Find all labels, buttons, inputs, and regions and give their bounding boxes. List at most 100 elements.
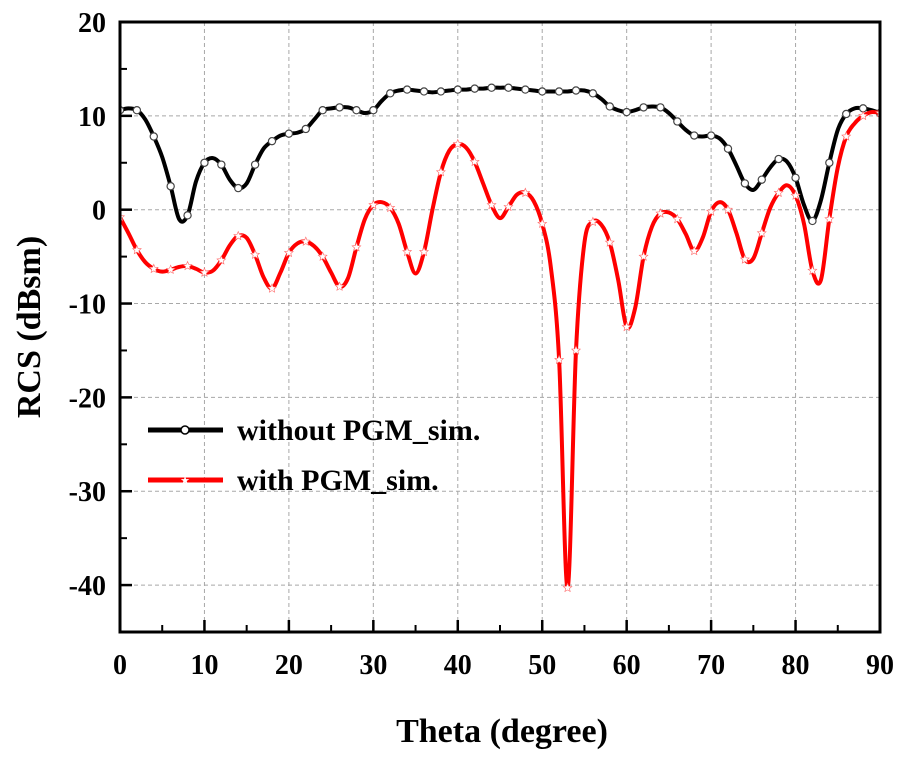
data-point <box>504 83 513 92</box>
data-point <box>470 84 479 93</box>
y-tick-label: -20 <box>69 383 106 414</box>
data-point <box>352 106 361 115</box>
data-point <box>435 166 446 177</box>
data-point <box>656 103 665 112</box>
data-point <box>503 201 514 212</box>
data-point <box>808 216 817 226</box>
data-point <box>621 321 632 332</box>
data-point <box>368 199 379 210</box>
data-point <box>672 213 683 224</box>
legend-label-with-pgm: with PGM_sim. <box>237 464 439 497</box>
x-tick-label: 40 <box>444 650 472 681</box>
data-point <box>283 247 294 258</box>
data-point <box>722 204 734 214</box>
data-point <box>706 131 716 140</box>
data-point <box>554 87 564 96</box>
y-tick-label: -30 <box>69 477 106 508</box>
data-point <box>199 267 210 277</box>
data-point <box>486 199 497 210</box>
y-tick-label: -40 <box>69 571 106 602</box>
x-tick-label: 80 <box>782 650 810 681</box>
y-tick-label: -10 <box>69 290 106 321</box>
data-point <box>233 230 244 241</box>
data-point <box>588 89 598 98</box>
data-point <box>655 208 666 218</box>
data-point <box>757 175 766 184</box>
data-point <box>284 129 294 138</box>
x-tick-label: 90 <box>866 650 894 681</box>
data-point <box>807 265 818 275</box>
data-point <box>690 131 699 140</box>
data-point <box>638 251 649 261</box>
data-point <box>369 106 378 115</box>
data-point <box>570 345 582 355</box>
x-tick-label: 10 <box>190 650 218 681</box>
data-point <box>520 187 531 198</box>
data-point <box>300 236 311 246</box>
data-point <box>773 187 784 198</box>
data-point <box>335 103 344 112</box>
data-point <box>537 218 548 229</box>
y-tick-label: 0 <box>92 196 106 227</box>
data-point <box>739 254 750 264</box>
x-axis-label: Theta (degree) <box>396 713 608 750</box>
data-point <box>250 249 261 260</box>
legend-label-without-pgm: without PGM_sim. <box>237 414 480 447</box>
series-0 <box>120 83 880 226</box>
data-point <box>132 106 142 115</box>
data-point <box>604 237 615 247</box>
series-1 <box>120 107 880 593</box>
data-point <box>301 124 310 134</box>
x-tick-label: 70 <box>697 650 725 681</box>
data-point <box>318 106 327 115</box>
data-point <box>824 213 835 224</box>
data-point <box>216 255 227 265</box>
series-layer <box>120 83 880 593</box>
data-point <box>756 227 767 238</box>
legend: without PGM_sim. ★ with PGM_sim. <box>148 414 480 497</box>
data-point <box>842 109 851 119</box>
data-point <box>841 131 852 141</box>
data-point <box>351 241 362 252</box>
data-point <box>131 244 142 255</box>
data-point <box>402 246 413 257</box>
data-point <box>538 87 547 96</box>
x-tick-label: 60 <box>613 650 641 681</box>
data-point <box>418 246 430 257</box>
y-axis-label: RCS (dBsm) <box>11 236 48 418</box>
data-point <box>385 202 396 213</box>
data-point <box>386 89 395 98</box>
data-point <box>858 110 869 121</box>
data-point <box>791 173 800 182</box>
data-point <box>452 138 463 149</box>
data-point <box>605 102 614 111</box>
data-point <box>453 85 462 94</box>
data-point <box>182 260 193 271</box>
data-point <box>571 86 581 95</box>
data-point <box>639 103 648 112</box>
data-point <box>250 160 260 169</box>
data-point <box>419 87 429 96</box>
data-point <box>317 251 328 261</box>
data-point <box>149 132 158 141</box>
data-point <box>487 83 496 92</box>
y-tick-label: 10 <box>78 102 106 133</box>
data-point <box>723 144 733 153</box>
ticks <box>118 20 882 633</box>
x-tick-label: 0 <box>113 650 127 681</box>
legend-marker-with-pgm: ★ <box>180 474 190 487</box>
data-point <box>469 156 480 167</box>
data-point <box>267 136 277 146</box>
tick-labels: 0 10 20 30 40 50 60 70 80 90 20 10 0 -10 -20 -30 -40 <box>69 8 894 681</box>
data-point <box>436 87 446 96</box>
x-tick-label: 30 <box>359 650 387 681</box>
data-point <box>166 182 175 191</box>
y-tick-label: 20 <box>78 8 106 39</box>
data-point <box>790 190 801 200</box>
data-point <box>562 582 573 593</box>
data-point <box>825 158 834 167</box>
data-point <box>587 216 598 227</box>
data-point <box>706 206 717 216</box>
